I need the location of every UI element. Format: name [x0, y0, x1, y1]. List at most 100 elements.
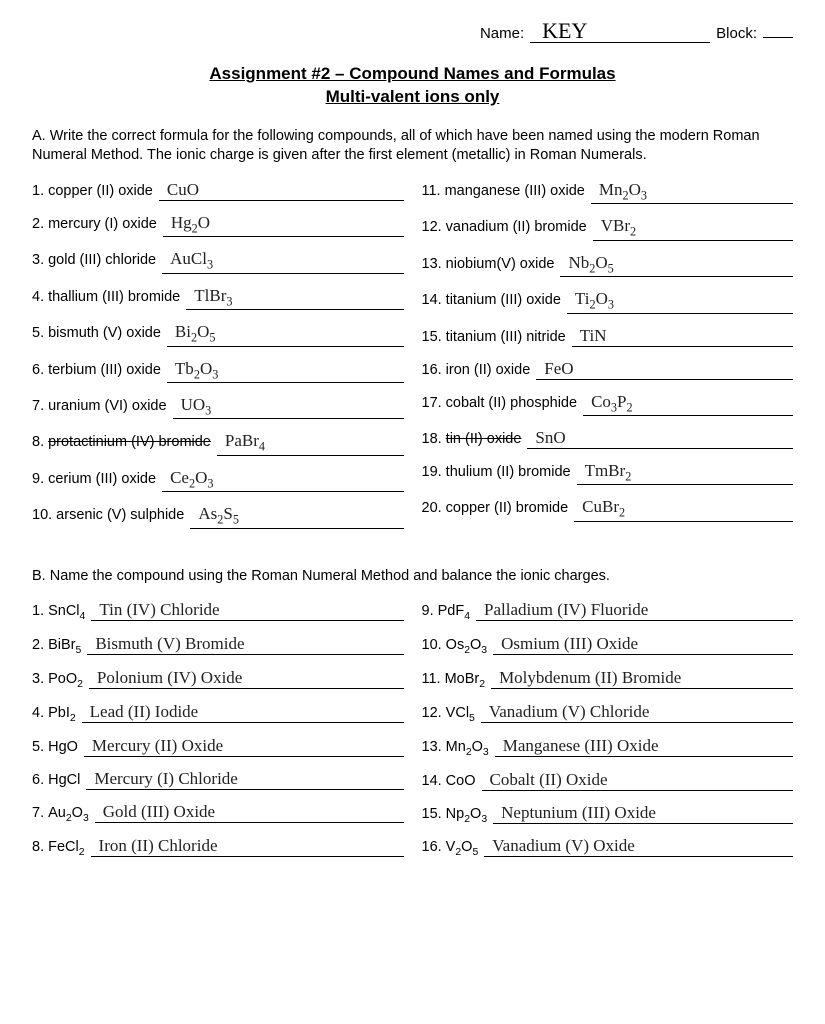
- question-item: 4.PbI2Lead (II) Iodide: [32, 702, 404, 724]
- item-prompt: PbI2: [48, 705, 76, 724]
- item-number: 18.: [422, 431, 442, 447]
- item-prompt: terbium (III) oxide: [48, 362, 161, 378]
- item-answer: Manganese (III) Oxide: [495, 736, 793, 757]
- section-a-instructions: A. Write the correct formula for the fol…: [32, 127, 793, 166]
- section-b-left-col: 1.SnCl4Tin (IV) Chloride2.BiBr5Bismuth (…: [32, 600, 404, 870]
- item-answer: Iron (II) Chloride: [91, 836, 404, 857]
- item-prompt: thallium (III) bromide: [48, 289, 180, 305]
- item-number: 5.: [32, 739, 44, 755]
- item-number: 5.: [32, 325, 44, 341]
- item-prompt: protactinium (IV) bromide: [48, 434, 211, 450]
- item-prompt: CoO: [446, 773, 476, 789]
- item-number: 19.: [422, 464, 442, 480]
- item-prompt: VCl5: [446, 705, 475, 724]
- item-prompt: vanadium (II) bromide: [446, 219, 587, 235]
- question-item: 11.manganese (III) oxideMn2O3: [422, 180, 794, 204]
- assignment-title: Assignment #2 – Compound Names and Formu…: [32, 63, 793, 109]
- item-number: 15.: [422, 329, 442, 345]
- item-answer: Tb2O3: [167, 359, 404, 383]
- item-answer: Osmium (III) Oxide: [493, 634, 793, 655]
- item-number: 3.: [32, 252, 44, 268]
- item-prompt: titanium (III) oxide: [446, 292, 561, 308]
- item-number: 13.: [422, 739, 442, 755]
- item-number: 4.: [32, 289, 44, 305]
- item-answer: TmBr2: [577, 461, 793, 485]
- name-value: KEY: [530, 20, 710, 43]
- item-answer: Mercury (I) Chloride: [86, 769, 403, 790]
- item-number: 7.: [32, 805, 44, 821]
- item-prompt: cobalt (II) phosphide: [446, 395, 577, 411]
- item-answer: AuCl3: [162, 249, 403, 273]
- item-answer: Polonium (IV) Oxide: [89, 668, 404, 689]
- item-number: 15.: [422, 806, 442, 822]
- item-number: 13.: [422, 256, 442, 272]
- question-item: 8.FeCl2Iron (II) Chloride: [32, 836, 404, 858]
- item-answer: Neptunium (III) Oxide: [493, 803, 793, 824]
- question-item: 7.Au2O3 Gold (III) Oxide: [32, 802, 404, 824]
- item-answer: Nb2O5: [560, 253, 793, 277]
- item-answer: Co3P2: [583, 392, 793, 416]
- item-answer: Bismuth (V) Bromide: [87, 634, 403, 655]
- section-a-grid: 1.copper (II) oxideCuO2.mercury (I) oxid…: [32, 180, 793, 541]
- question-item: 15.titanium (III) nitrideTiN: [422, 326, 794, 347]
- item-answer: TiN: [572, 326, 793, 347]
- item-prompt: HgCl: [48, 772, 80, 788]
- question-item: 2.mercury (I) oxideHg2O: [32, 213, 404, 237]
- item-prompt: V2O5: [446, 839, 479, 858]
- item-answer: Hg2O: [163, 213, 404, 237]
- item-number: 8.: [32, 839, 44, 855]
- item-number: 16.: [422, 362, 442, 378]
- section-b-grid: 1.SnCl4Tin (IV) Chloride2.BiBr5Bismuth (…: [32, 600, 793, 870]
- question-item: 18.tin (II) oxide SnO: [422, 428, 794, 449]
- item-number: 9.: [32, 471, 44, 487]
- question-item: 12.vanadium (II) bromideVBr2: [422, 216, 794, 240]
- item-number: 10.: [422, 637, 442, 653]
- question-item: 16.iron (II) oxideFeO: [422, 359, 794, 380]
- item-prompt: mercury (I) oxide: [48, 216, 157, 232]
- item-answer: Molybdenum (II) Bromide: [491, 668, 793, 689]
- question-item: 9.cerium (III) oxideCe2O3: [32, 468, 404, 492]
- item-answer: Mn2O3: [591, 180, 793, 204]
- item-answer: SnO: [527, 428, 793, 449]
- question-item: 11.MoBr2Molybdenum (II) Bromide: [422, 668, 794, 690]
- item-number: 14.: [422, 292, 442, 308]
- question-item: 17.cobalt (II) phosphideCo3P2: [422, 392, 794, 416]
- item-answer: Tin (IV) Chloride: [91, 600, 403, 621]
- name-label: Name:: [480, 25, 524, 42]
- item-prompt: copper (II) bromide: [446, 500, 569, 516]
- header: Name: KEY Block:: [32, 20, 793, 43]
- item-prompt: copper (II) oxide: [48, 183, 153, 199]
- question-item: 20.copper (II) bromideCuBr2: [422, 497, 794, 521]
- item-answer: Palladium (IV) Fluoride: [476, 600, 793, 621]
- question-item: 6.HgClMercury (I) Chloride: [32, 769, 404, 790]
- item-prompt: uranium (VI) oxide: [48, 398, 166, 414]
- question-item: 16.V2O5Vanadium (V) Oxide: [422, 836, 794, 858]
- item-number: 4.: [32, 705, 44, 721]
- item-number: 9.: [422, 603, 434, 619]
- question-item: 14.CoOCobalt (II) Oxide: [422, 770, 794, 791]
- block-value: [763, 37, 793, 38]
- item-number: 1.: [32, 603, 44, 619]
- item-answer: Mercury (II) Oxide: [84, 736, 404, 757]
- item-prompt: MoBr2: [445, 671, 485, 690]
- item-answer: Ti2O3: [567, 289, 793, 313]
- item-prompt: Au2O3: [48, 805, 89, 824]
- item-number: 14.: [422, 773, 442, 789]
- question-item: 3.PoO2Polonium (IV) Oxide: [32, 668, 404, 690]
- item-answer: PaBr4: [217, 431, 404, 455]
- item-number: 12.: [422, 219, 442, 235]
- item-prompt: cerium (III) oxide: [48, 471, 156, 487]
- item-prompt: Os2O3: [446, 637, 487, 656]
- item-prompt: HgO: [48, 739, 78, 755]
- question-item: 1.SnCl4Tin (IV) Chloride: [32, 600, 404, 622]
- item-answer: Gold (III) Oxide: [95, 802, 404, 823]
- item-prompt: Np2O3: [446, 806, 487, 825]
- item-number: 2.: [32, 637, 44, 653]
- item-answer: As2S5: [190, 504, 403, 528]
- item-answer: FeO: [536, 359, 793, 380]
- item-number: 8.: [32, 434, 44, 450]
- item-answer: TlBr3: [186, 286, 403, 310]
- question-item: 1.copper (II) oxideCuO: [32, 180, 404, 201]
- section-a-left-col: 1.copper (II) oxideCuO2.mercury (I) oxid…: [32, 180, 404, 541]
- item-prompt: tin (II) oxide: [446, 431, 522, 447]
